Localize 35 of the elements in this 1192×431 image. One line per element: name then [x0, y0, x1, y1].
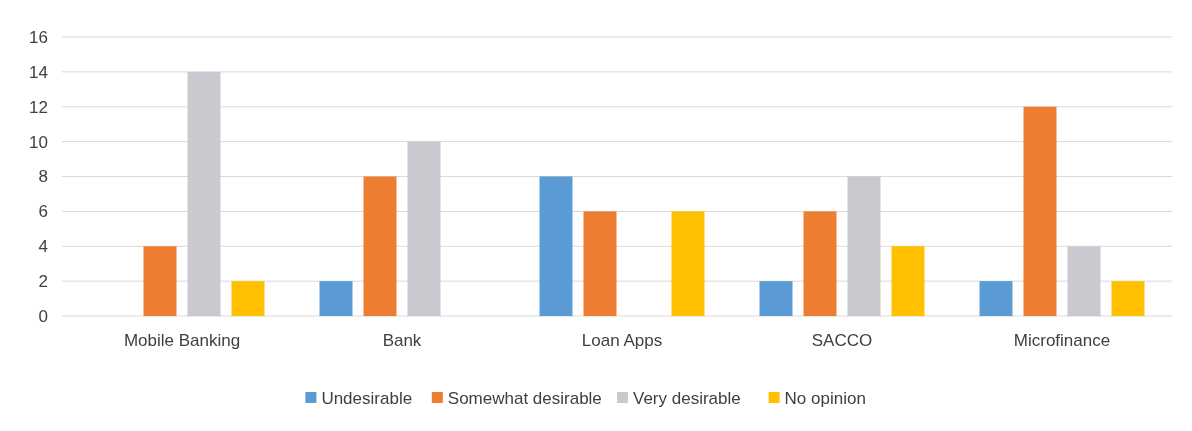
bar	[583, 211, 617, 316]
legend-label: Undesirable	[321, 388, 413, 408]
bar	[803, 211, 837, 316]
bar	[319, 281, 353, 316]
y-tick-label: 6	[38, 202, 48, 222]
y-tick-label: 2	[38, 272, 48, 292]
bar	[847, 176, 881, 316]
bar	[231, 281, 265, 316]
legend-label: No opinion	[784, 388, 866, 408]
x-tick-label: Microfinance	[1013, 331, 1111, 350]
y-tick-label: 8	[38, 167, 48, 187]
x-tick-label: Bank	[382, 331, 422, 350]
x-tick-label: Mobile Banking	[123, 331, 241, 350]
x-tick-label: SACCO	[811, 331, 873, 350]
bar	[363, 176, 397, 316]
bar	[407, 141, 441, 316]
bar	[1067, 246, 1101, 316]
bar	[891, 246, 925, 316]
y-tick-label: 16	[29, 27, 48, 47]
bar	[759, 281, 793, 316]
bar	[539, 176, 573, 316]
y-tick-label: 4	[38, 237, 48, 257]
bar	[671, 211, 705, 316]
y-tick-label: 12	[29, 97, 48, 117]
y-tick-label: 10	[29, 132, 48, 152]
bar	[979, 281, 1013, 316]
bar	[143, 246, 177, 316]
y-tick-label: 14	[29, 62, 48, 82]
legend-label: Very desirable	[633, 388, 741, 408]
x-tick-label: Loan Apps	[581, 331, 663, 350]
bar	[187, 71, 221, 316]
y-tick-label: 0	[38, 306, 48, 326]
bar	[1023, 106, 1057, 316]
bar	[1111, 281, 1145, 316]
legend-label: Somewhat desirable	[447, 388, 602, 408]
